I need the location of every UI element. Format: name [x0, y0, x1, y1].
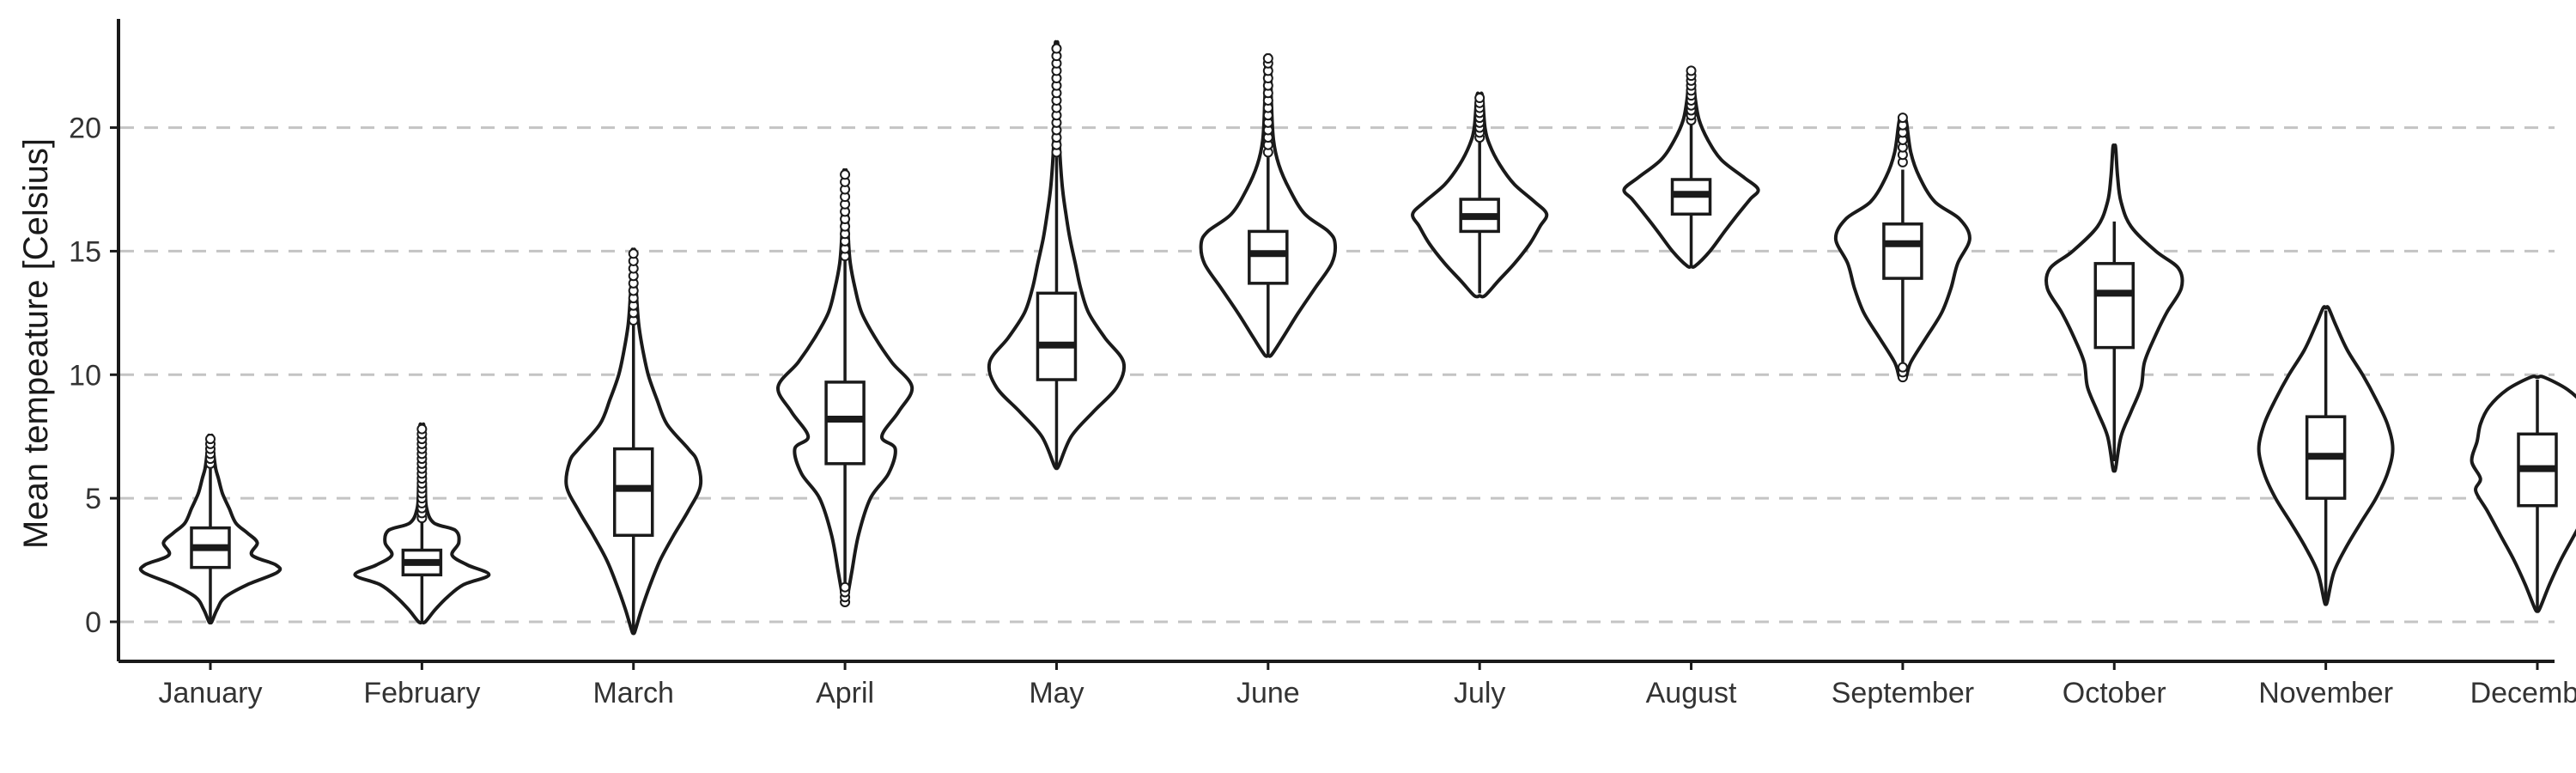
y-tick-label-5: 5 — [85, 483, 101, 515]
violin-group-january — [138, 433, 283, 625]
y-tick-label-20: 20 — [69, 113, 101, 145]
violin-group-september — [1833, 113, 1971, 383]
x-axis-ticks: January February March April May June July Augu… — [159, 661, 2576, 709]
x-tick-label-august: August — [1646, 677, 1737, 709]
outlier-march-9 — [628, 248, 639, 259]
outlier-january-5 — [205, 434, 216, 445]
violin-group-november — [2257, 305, 2395, 606]
y-tick-label-0: 0 — [85, 606, 101, 639]
box-march — [612, 447, 654, 538]
box-september — [1882, 222, 1923, 280]
x-tick-label-march: March — [592, 677, 673, 709]
y-tick-label-15: 15 — [69, 235, 101, 268]
gridlines — [120, 126, 2555, 624]
violin-group-april — [776, 167, 914, 607]
violin-group-february — [353, 422, 491, 625]
outlier-april-3 — [840, 581, 851, 593]
outlier-june-13 — [1262, 53, 1273, 64]
outlier-september-2 — [1897, 362, 1908, 373]
x-tick-label-april: April — [816, 677, 874, 709]
violin-group-december — [2470, 374, 2576, 613]
box-october — [2093, 262, 2136, 350]
violin-group-october — [2044, 143, 2184, 473]
y-axis-title: Mean tempeature [Celsius] — [17, 138, 55, 549]
box-may — [1036, 291, 1078, 381]
violin-group-may — [987, 40, 1127, 471]
violin-group-july — [1411, 91, 1549, 299]
outlier-august-10 — [1686, 65, 1697, 76]
outlier-july-8 — [1474, 93, 1485, 104]
x-tick-label-december: December — [2470, 677, 2576, 709]
x-tick-label-july: July — [1454, 677, 1505, 709]
x-tick-label-september: September — [1832, 677, 1974, 709]
box-april — [824, 380, 866, 466]
x-tick-label-may: May — [1029, 677, 1084, 709]
x-tick-label-january: January — [159, 677, 263, 709]
y-axis-ticks: 0 5 10 15 20 — [69, 113, 118, 639]
violin-group-june — [1199, 53, 1338, 358]
x-tick-label-october: October — [2063, 677, 2166, 709]
x-tick-label-june: June — [1236, 677, 1300, 709]
outlier-may-14 — [1051, 43, 1062, 54]
outlier-september-9 — [1897, 113, 1908, 124]
violin-group-august — [1622, 65, 1760, 269]
x-tick-label-february: February — [363, 677, 480, 709]
violins — [138, 40, 2576, 636]
y-tick-label-10: 10 — [69, 359, 101, 392]
outlier-april-15 — [840, 169, 851, 180]
outlier-february-18 — [416, 423, 428, 435]
box-june — [1248, 229, 1289, 285]
violin-group-march — [564, 247, 703, 636]
x-tick-label-november: November — [2258, 677, 2393, 709]
